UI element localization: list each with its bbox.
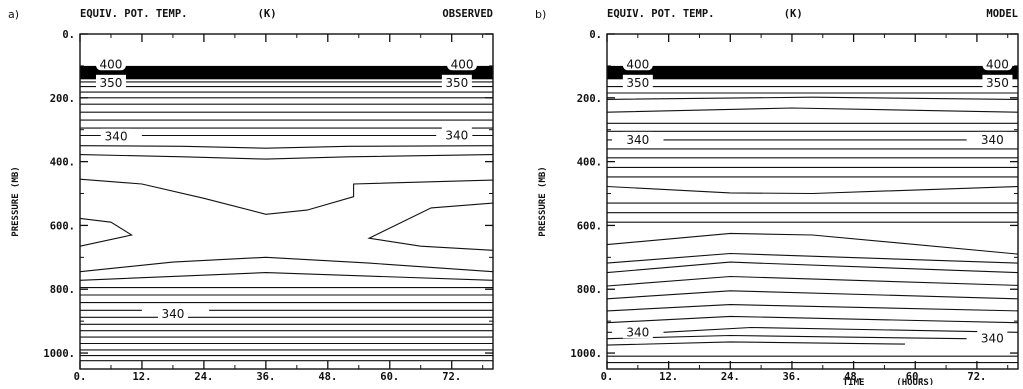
contour-label: 340 [981,133,1004,147]
x-tick-label: 48. [318,371,337,383]
y-tick-label: 0. [62,29,75,41]
contour-line [606,252,1019,264]
panel-label: b) [535,8,546,21]
y-tick-label: 600. [50,220,75,232]
contour-line [606,107,1019,113]
contour-label: 400 [100,57,123,71]
contour-label-bg [95,56,126,71]
chart-title-units: (K) [784,8,803,20]
y-tick-label: 200. [577,93,602,105]
y-axis-label: PRESSURE (MB) [538,166,548,236]
x-tick-label: 0. [601,371,614,383]
plot-frame [606,33,1019,370]
y-tick-label: 200. [50,93,75,105]
contour-line [79,217,134,247]
contour-line [606,185,1019,195]
contour-label-bg [95,74,126,89]
contour-label-bg [441,74,472,89]
shaded-band [80,65,493,80]
chart-source-label: OBSERVED [442,8,493,20]
contour-line [606,232,1019,255]
y-axis-label: PRESSURE (MB) [11,166,21,236]
shaded-band [607,65,1018,80]
y-tick-label: 1000. [570,348,602,360]
plot-frame [79,33,494,370]
contour-label-bg [101,128,132,143]
contour-line [79,256,494,273]
contour-label-bg [977,131,1008,146]
contour-label: 350 [626,76,649,90]
y-tick-label: 400. [577,157,602,169]
contour-label-bg [622,74,653,89]
x-tick-label: 24. [721,371,740,383]
chart-panel-a: a) EQUIV. POT. TEMP. (K) OBSERVED PRESSURE (… [8,8,494,383]
x-tick-label: 12. [132,371,151,383]
x-tick-label: 0. [74,371,87,383]
y-tick-label: 800. [577,284,602,296]
y-tick-label: 0. [589,29,602,41]
x-tick-label: 72. [442,371,461,383]
contour-label-bg [982,56,1013,71]
contour-label-bg [622,56,653,71]
x-axis-units: (HOURS) [896,378,934,385]
panel-label: a) [8,8,19,21]
chart-title: EQUIV. POT. TEMP. [607,8,714,20]
contour-line [606,315,1019,324]
contour-label: 400 [626,57,649,71]
contour-label-bg [622,131,653,146]
contour-label: 340 [161,307,184,321]
x-tick-label: 36. [256,371,275,383]
contour-line [606,304,1019,312]
contour-label: 340 [626,325,649,339]
contour-label: 350 [445,76,468,90]
contour-label-bg [157,305,188,320]
contour-label: 350 [986,76,1009,90]
chart-title: EQUIV. POT. TEMP. [80,8,187,20]
contour-line [79,154,494,160]
contour-group [606,86,1019,364]
contour-label: 340 [981,332,1004,346]
contour-label-bg [622,324,653,339]
contour-label: 340 [105,130,128,144]
x-tick-label: 72. [967,371,986,383]
contour-label-bg [447,56,478,71]
x-tick-label: 12. [659,371,678,383]
y-tick-label: 400. [50,157,75,169]
contour-label-bg [977,330,1008,345]
y-tick-label: 600. [577,220,602,232]
contour-line [79,178,494,215]
contour-line [663,326,1019,333]
contour-line [606,261,1019,274]
contour-group [79,81,494,362]
chart-source-label: MODEL [986,8,1018,20]
contour-line [606,275,1019,287]
contour-line [606,334,967,340]
contour-line [79,272,494,281]
x-tick-label: 48. [844,371,863,383]
y-tick-label: 800. [50,284,75,296]
contour-label: 400 [986,57,1009,71]
contour-line [367,202,494,251]
x-tick-label: 36. [782,371,801,383]
contour-line [79,145,494,149]
contour-line [606,341,906,346]
contour-line [606,96,1019,100]
contour-label-bg [982,74,1013,89]
x-tick-label: 60. [906,371,925,383]
chart-panel-b: b) EQUIV. POT. TEMP. (K) MODEL PRESSURE (MB)… [535,8,1019,388]
y-tick-label: 1000. [43,348,75,360]
chart-title-units: (K) [258,8,277,20]
contour-label: 340 [445,128,468,142]
x-tick-label: 24. [194,371,213,383]
x-tick-label: 60. [380,371,399,383]
contour-line [606,290,1019,300]
contour-label-bg [441,127,472,142]
contour-label: 400 [451,57,474,71]
x-axis-label: TIME [843,378,865,385]
contour-label: 350 [100,76,123,90]
contour-label: 340 [626,133,649,147]
